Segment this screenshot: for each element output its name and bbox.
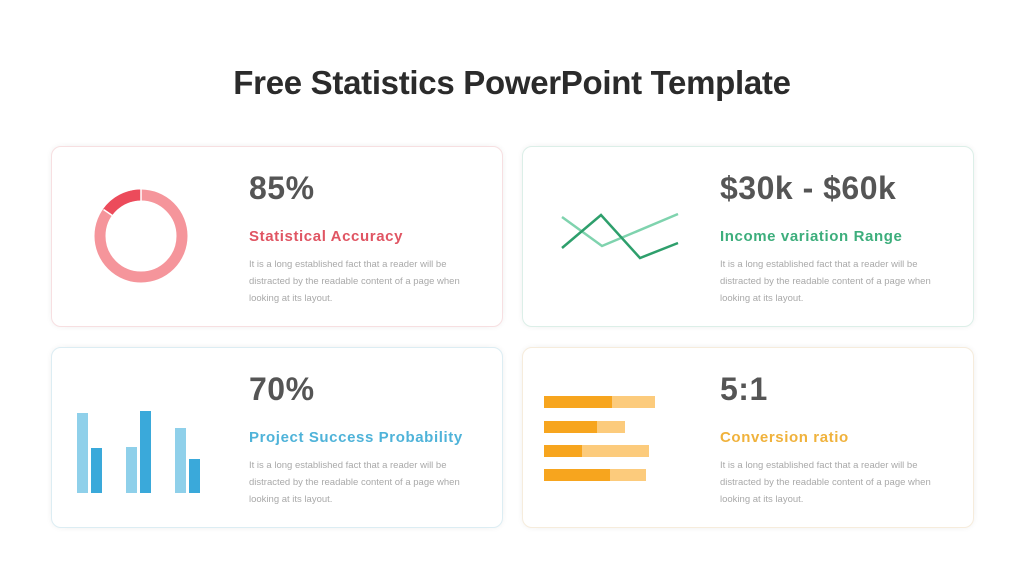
stat-label: Project Success Probability xyxy=(249,429,463,446)
stat-value: 70% xyxy=(249,371,315,407)
stat-description: It is a long established fact that a rea… xyxy=(249,259,460,304)
donut-chart-icon xyxy=(94,188,188,283)
stat-card-accuracy: 85% Statistical Accuracy It is a long es… xyxy=(51,146,503,327)
line-chart-icon xyxy=(561,212,679,260)
stat-card-conversion: 5:1 Conversion ratio It is a long establ… xyxy=(522,347,974,528)
stat-value: 85% xyxy=(249,170,315,206)
stat-value: $30k - $60k xyxy=(720,170,897,206)
stat-label: Conversion ratio xyxy=(720,429,849,446)
bar-chart-icon xyxy=(77,411,200,493)
horizontal-bar-chart-icon xyxy=(544,396,655,481)
stat-label: Statistical Accuracy xyxy=(249,228,404,245)
stat-card-income: $30k - $60k Income variation Range It is… xyxy=(522,146,974,327)
stat-label: Income variation Range xyxy=(720,228,903,245)
stat-value: 5:1 xyxy=(720,371,768,407)
stat-card-success: 70% Project Success Probability It is a … xyxy=(51,347,503,528)
stat-description: It is a long established fact that a rea… xyxy=(720,460,931,505)
stat-description: It is a long established fact that a rea… xyxy=(249,460,460,505)
stat-description: It is a long established fact that a rea… xyxy=(720,259,931,304)
page-title: Free Statistics PowerPoint Template xyxy=(233,64,791,101)
